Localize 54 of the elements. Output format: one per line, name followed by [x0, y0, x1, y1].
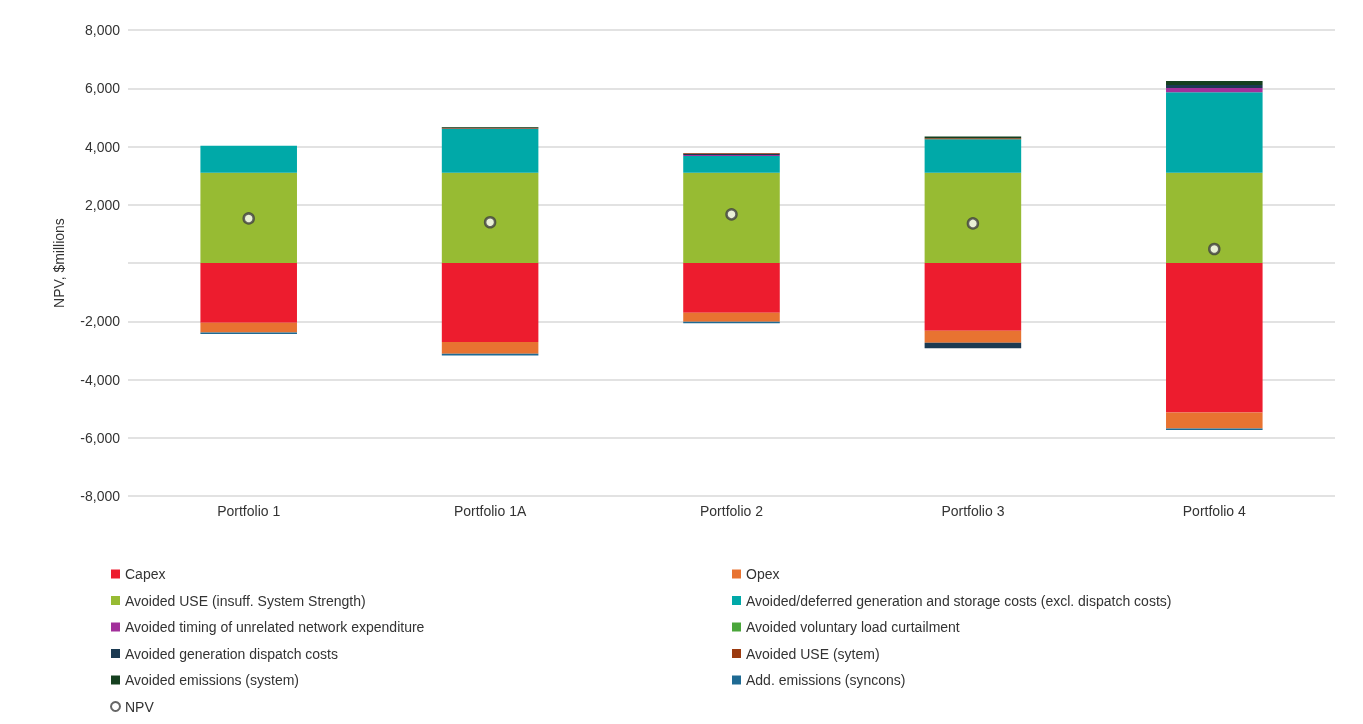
- point: [483, 215, 497, 229]
- point: [966, 217, 980, 230]
- legend-label: Avoided emissions (system): [125, 672, 300, 688]
- bar: [441, 172, 539, 263]
- y-axis-title: NPV, $millions: [51, 218, 67, 308]
- legend-label: Avoided USE (insuff. System Strength): [125, 592, 366, 609]
- bar: [683, 263, 780, 313]
- bar: [441, 129, 539, 173]
- bar: [1166, 92, 1263, 173]
- y-tick-label: 2,000: [84, 196, 121, 213]
- bar: [200, 172, 297, 263]
- point: [1208, 242, 1221, 256]
- bar: [1166, 80, 1263, 86]
- bar: [200, 263, 297, 323]
- legend-label: Avoided USE (sytem): [746, 645, 880, 662]
- x-tick-label: Portfolio 1A: [453, 503, 527, 519]
- legend-label: NPV: [125, 698, 155, 715]
- bar: [441, 341, 539, 354]
- x-tick-label: Portfolio 2: [699, 503, 764, 519]
- bar: [683, 172, 780, 263]
- bar: [924, 172, 1022, 263]
- bar: [200, 145, 297, 173]
- bar: [200, 322, 297, 333]
- bar: [1166, 172, 1263, 263]
- bar: [1166, 85, 1263, 88]
- point: [242, 212, 255, 225]
- legend-label: Opex: [746, 566, 780, 582]
- legend-label: Avoided/deferred generation and storage costs (excl. dispatch costs): [746, 592, 1172, 609]
- x-tick-label: Portfolio 1: [217, 503, 281, 519]
- legend-label: Capex: [125, 566, 166, 582]
- legend-label: Avoided voluntary load curtailment: [746, 619, 960, 635]
- x-tick-label: Portfolio 4: [1182, 503, 1247, 519]
- point: [725, 208, 738, 221]
- legend-label: Avoided generation dispatch costs: [125, 645, 338, 662]
- bar: [1166, 263, 1263, 413]
- x-tick-label: Portfolio 3: [941, 503, 1005, 519]
- y-tick-label: -4,000: [80, 371, 121, 388]
- bar: [924, 139, 1022, 173]
- y-tick-label: -8,000: [80, 488, 121, 504]
- y-tick-label: 4,000: [84, 138, 121, 155]
- legend-label: Avoided timing of unrelated network expenditure: [125, 619, 425, 635]
- bar: [683, 312, 780, 322]
- y-tick-label: 8,000: [84, 22, 121, 38]
- y-tick-label: -2,000: [80, 313, 121, 330]
- bar: [924, 330, 1022, 343]
- legend-label: Add. emissions (syncons): [746, 672, 906, 688]
- bar: [1166, 87, 1263, 93]
- y-tick-label: -6,000: [80, 429, 121, 446]
- bar: [1166, 412, 1263, 429]
- bar: [924, 342, 1022, 349]
- bar: [441, 263, 539, 342]
- bar: [924, 263, 1022, 331]
- y-tick-label: 6,000: [84, 80, 121, 97]
- bar: [683, 156, 780, 173]
